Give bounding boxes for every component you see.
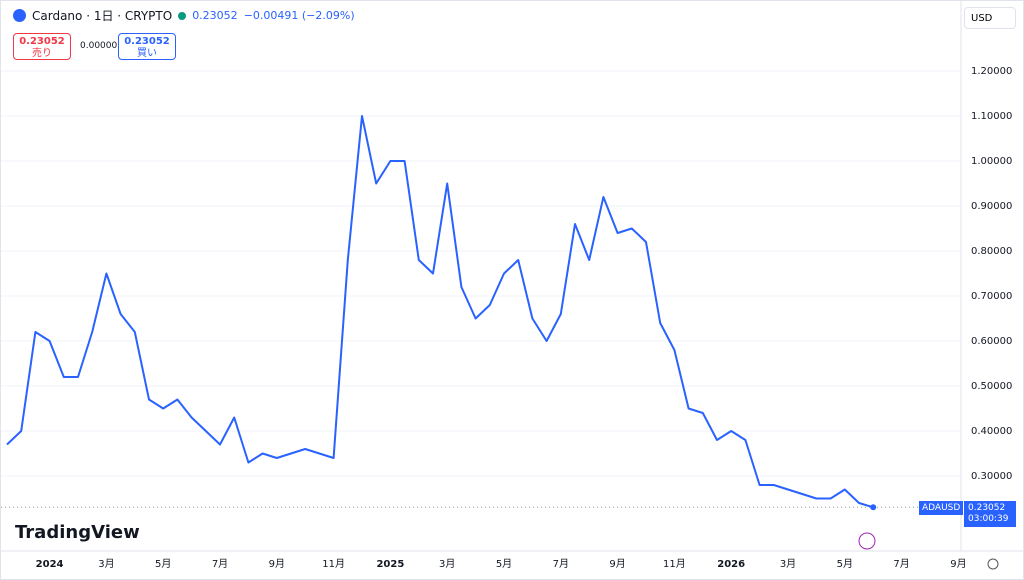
countdown: 03:00:39 — [968, 514, 1009, 524]
brand: TradingView — [15, 522, 140, 543]
buy-price: 0.23052 — [124, 36, 170, 47]
y-tick-label: 0.70000 — [971, 291, 1012, 302]
y-tick-label: 0.40000 — [971, 426, 1012, 437]
x-tick-label: 2025 — [376, 559, 404, 570]
replay-icon[interactable] — [858, 532, 876, 550]
x-tick-label: 3月 — [439, 558, 455, 570]
symbol-header: Cardano · 1日 · CRYPTO 0.23052 −0.00491 (… — [13, 7, 355, 24]
last-point — [870, 504, 877, 511]
x-tick-label: 7月 — [553, 558, 569, 570]
y-tick-label: 0.50000 — [971, 381, 1012, 392]
x-tick-label: 3月 — [780, 558, 796, 570]
sell-price: 0.23052 — [19, 36, 65, 47]
sell-button[interactable]: 0.23052 売り — [13, 33, 71, 60]
settings-icon[interactable] — [987, 558, 999, 570]
x-tick-label: 5月 — [155, 558, 171, 570]
ticker-tag: ADAUSD — [919, 501, 964, 515]
x-tick-label: 5月 — [496, 558, 512, 570]
x-tick-label: 11月 — [663, 558, 686, 570]
buy-button[interactable]: 0.23052 買い — [118, 33, 176, 60]
y-tick-label: 0.60000 — [971, 336, 1012, 347]
x-tick-label: 9月 — [269, 558, 285, 570]
change: −0.00491 (−2.09%) — [243, 9, 355, 22]
symbol-icon — [13, 9, 26, 22]
symbol[interactable]: Cardano · 1日 · CRYPTO — [32, 9, 173, 23]
status-dot — [178, 11, 187, 20]
x-tick-label: 9月 — [609, 558, 625, 570]
y-tick-label: 1.20000 — [971, 66, 1012, 77]
sell-label: 売り — [32, 48, 52, 59]
y-tick-label: 1.00000 — [971, 156, 1012, 167]
last-price-tag: 0.23052 03:00:39 — [964, 501, 1016, 527]
x-tick-label: 3月 — [98, 558, 114, 570]
x-tick-label: 2024 — [36, 559, 64, 570]
price-line — [6, 115, 874, 509]
spread: 0.00000 — [80, 41, 118, 51]
currency-select[interactable]: USD — [964, 7, 1016, 29]
last-price: 0.23052 — [968, 503, 1006, 513]
y-tick-label: 1.10000 — [971, 111, 1012, 122]
price: 0.23052 — [192, 9, 238, 22]
y-tick-label: 0.30000 — [971, 471, 1012, 482]
y-tick-label: 0.80000 — [971, 246, 1012, 257]
x-tick-label: 9月 — [950, 558, 966, 570]
y-tick-label: 0.90000 — [971, 201, 1012, 212]
x-tick-label: 7月 — [893, 558, 909, 570]
x-tick-label: 7月 — [212, 558, 228, 570]
buy-label: 買い — [137, 48, 157, 59]
x-tick-label: 11月 — [322, 558, 345, 570]
x-tick-label: 5月 — [837, 558, 853, 570]
x-tick-label: 2026 — [717, 559, 745, 570]
